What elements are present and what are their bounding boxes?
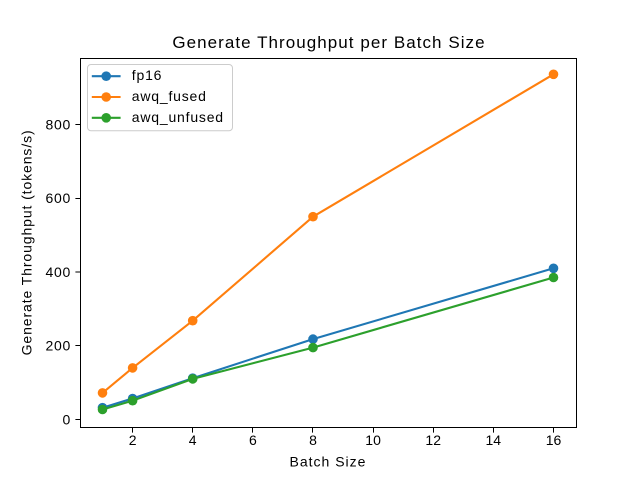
svg-text:600: 600 [46,190,71,206]
svg-text:fp16: fp16 [132,67,162,83]
svg-text:Generate Throughput per Batch: Generate Throughput per Batch Size [172,33,485,52]
svg-text:6: 6 [249,432,257,448]
svg-text:2: 2 [129,432,137,448]
svg-text:16: 16 [546,432,562,448]
svg-text:awq_fused: awq_fused [132,88,207,104]
svg-text:14: 14 [486,432,502,448]
svg-text:8: 8 [309,432,317,448]
svg-text:800: 800 [46,116,71,132]
svg-text:200: 200 [46,338,71,354]
svg-text:4: 4 [189,432,197,448]
svg-text:400: 400 [46,264,71,280]
svg-text:10: 10 [365,432,381,448]
svg-text:awq_unfused: awq_unfused [132,109,224,125]
svg-text:Generate Throughput (tokens/s): Generate Throughput (tokens/s) [19,129,35,355]
svg-text:Batch Size: Batch Size [290,453,367,469]
svg-text:0: 0 [63,411,72,427]
svg-text:12: 12 [425,432,441,448]
